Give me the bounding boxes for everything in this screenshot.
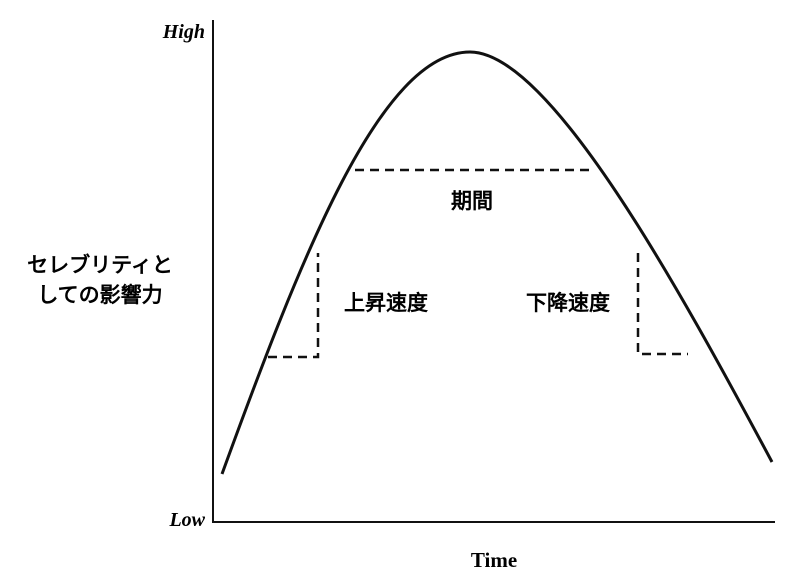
- fall-step: [636, 253, 688, 356]
- y-axis-label: セレブリティと: [27, 253, 173, 277]
- fall-speed-label: 下降速度: [526, 291, 610, 315]
- rise-speed-label: 上昇速度: [344, 291, 428, 315]
- curve: [220, 50, 774, 475]
- y-high-label: High: [162, 21, 205, 43]
- y-low-label: Low: [168, 509, 205, 531]
- rise-step: [268, 253, 320, 359]
- x-axis-label: Time: [471, 548, 517, 572]
- y-axis-label: しての影響力: [37, 283, 162, 307]
- duration-label: 期間: [451, 189, 493, 213]
- axes: [212, 20, 775, 523]
